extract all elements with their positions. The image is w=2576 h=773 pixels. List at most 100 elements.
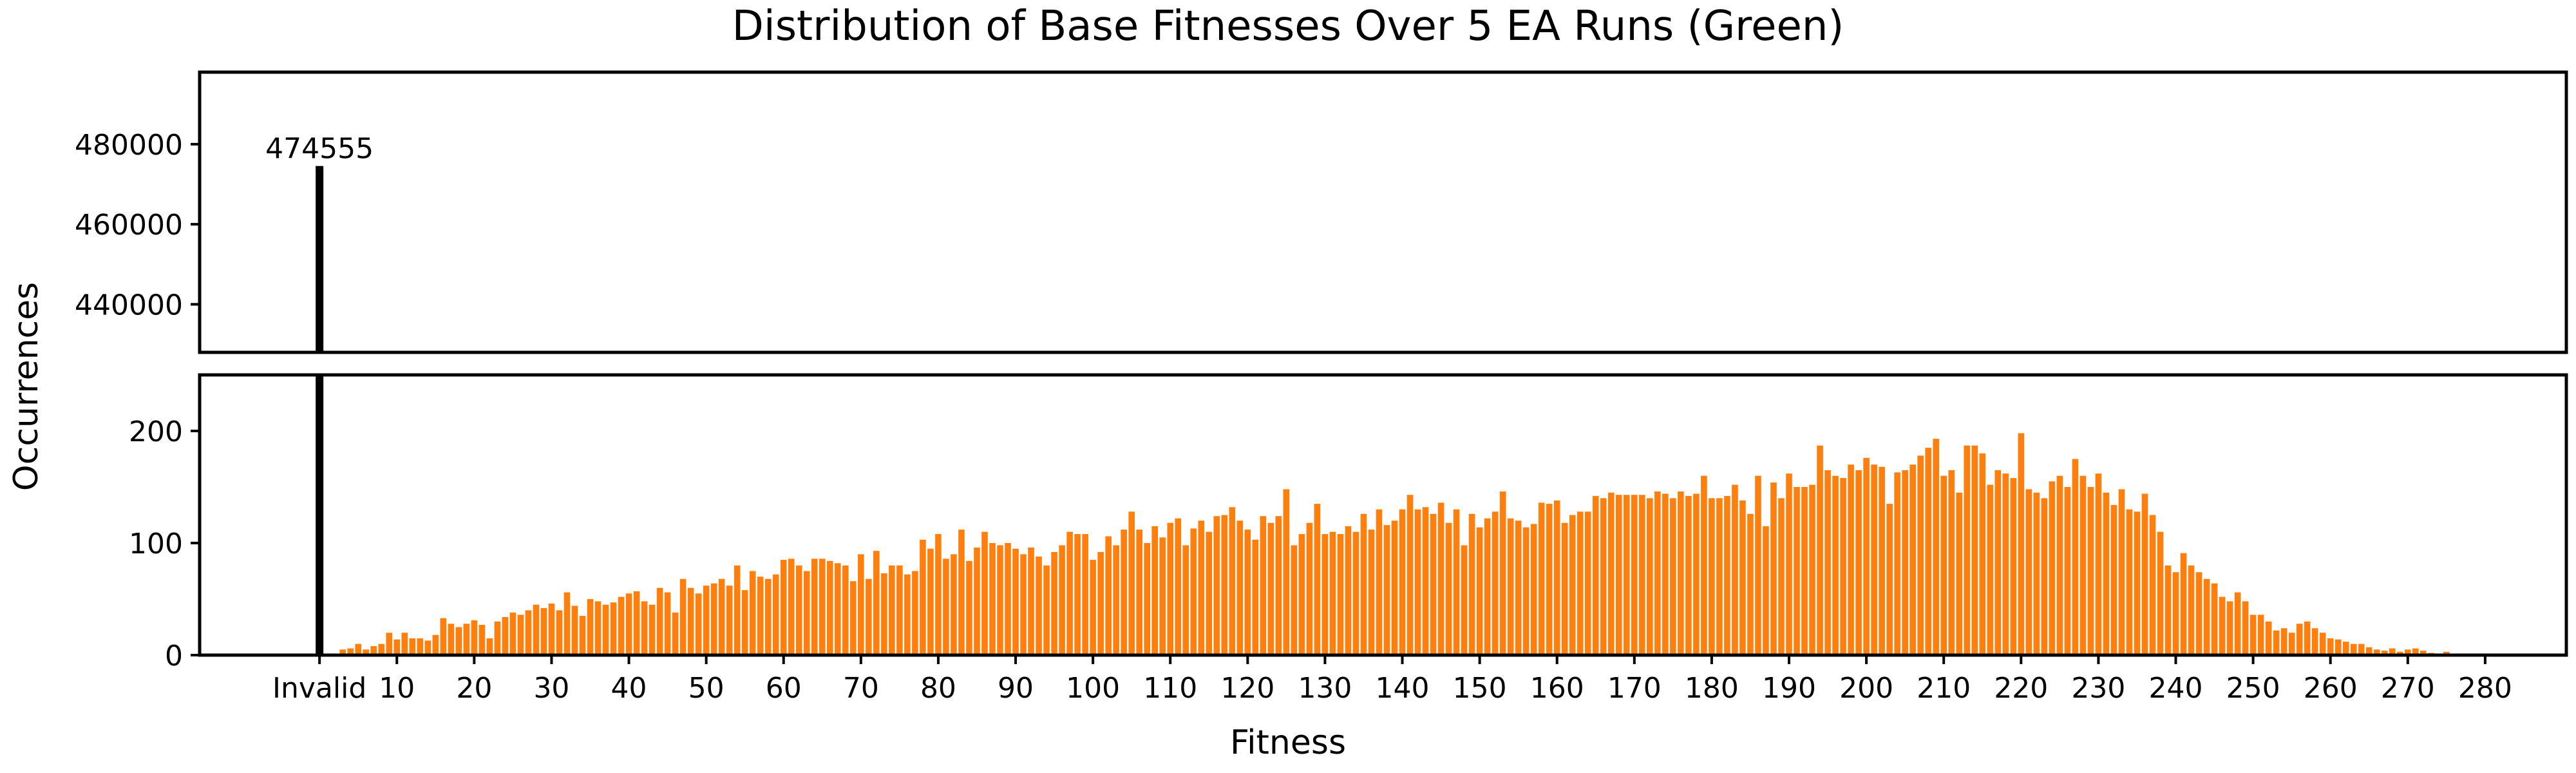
fitness-bar: [1437, 502, 1444, 655]
fitness-bar: [1685, 495, 1692, 655]
fitness-bar: [1167, 522, 1174, 655]
fitness-bar: [2172, 572, 2179, 655]
fitness-bar: [1507, 518, 1514, 655]
fitness-bar: [1624, 495, 1630, 655]
fitness-bar: [1925, 448, 1931, 655]
fitness-bar: [1229, 507, 1236, 655]
fitness-bar: [1337, 534, 1344, 655]
fitness-bar: [594, 601, 601, 655]
fitness-bar: [866, 578, 872, 655]
fitness-bar: [1484, 518, 1491, 655]
fitness-bar: [1786, 473, 1792, 655]
fitness-bar: [1569, 515, 1576, 655]
lower-panel: 0 100 200 Invalid 10 20 30 40 50 60 70 80 90 100 110 1…: [129, 373, 2568, 705]
x-tick-label: 200: [1839, 672, 1893, 705]
fitness-bar: [672, 612, 679, 655]
invalid-bar-data-label: 474555: [265, 133, 374, 166]
fitness-bar: [2095, 473, 2102, 655]
fitness-bar: [525, 610, 532, 655]
fitness-bar: [463, 624, 470, 655]
fitness-bar: [417, 638, 424, 655]
x-axis-label: Fitness: [1230, 723, 1346, 762]
fitness-bar: [1406, 495, 1414, 655]
fitness-bar: [649, 604, 656, 655]
fitness-bar: [1701, 475, 1707, 655]
fitness-bar: [2242, 601, 2249, 655]
fitness-bar: [981, 531, 988, 655]
fitness-bar: [2420, 651, 2427, 655]
fitness-bar: [533, 604, 540, 655]
fitness-bar: [1577, 511, 1584, 655]
fitness-bar: [1515, 520, 1522, 655]
fitness-bar: [602, 604, 609, 655]
fitness-bar: [1453, 509, 1460, 655]
fitness-bar: [1113, 545, 1119, 655]
fitness-bar: [780, 560, 787, 655]
fitness-bar: [1678, 491, 1684, 655]
fitness-bar: [363, 649, 370, 655]
fitness-bar: [2373, 649, 2380, 655]
fitness-bar: [424, 640, 431, 655]
fitness-bar: [625, 593, 632, 655]
fitness-bar: [1832, 475, 1839, 655]
fitness-bar: [1933, 439, 1940, 655]
fitness-bar: [1376, 509, 1383, 655]
fitness-bar: [509, 612, 516, 655]
fitness-bar: [1321, 534, 1329, 655]
x-tick-label: 260: [2304, 672, 2358, 705]
fitness-bar: [587, 599, 594, 655]
fitness-bar: [1005, 543, 1011, 655]
x-tick-label: 50: [688, 672, 724, 705]
fitness-bar: [966, 560, 972, 655]
fitness-bar: [1182, 545, 1189, 655]
fitness-bar: [486, 638, 493, 655]
fitness-bar: [1871, 464, 1877, 655]
fitness-bar: [1631, 495, 1638, 655]
fitness-bar: [842, 565, 849, 655]
fitness-bar: [2110, 504, 2117, 655]
fitness-bar: [1670, 498, 1676, 655]
fitness-bar: [440, 618, 447, 655]
fitness-bar: [2405, 649, 2411, 655]
fitness-bar: [1894, 472, 1900, 655]
fitness-bar: [2273, 630, 2280, 655]
fitness-bar: [2087, 487, 2094, 655]
fitness-bar: [378, 644, 385, 655]
fitness-bar: [1794, 487, 1800, 655]
fitness-bar: [2079, 475, 2087, 655]
fitness-bar: [997, 545, 1003, 655]
fitness-bar: [2126, 509, 2133, 655]
y-axis-label: Occurrences: [7, 282, 46, 491]
x-tick-label: 150: [1453, 672, 1507, 705]
fitness-bar: [757, 577, 764, 655]
fitness-bar: [2350, 644, 2357, 655]
fitness-bar: [1755, 475, 1761, 655]
fitness-bar: [1399, 509, 1406, 655]
x-tick-label: 20: [456, 672, 492, 705]
fitness-bar: [610, 602, 617, 655]
upper-frame: [198, 70, 2568, 354]
fitness-bar: [2018, 433, 2025, 655]
fitness-bar: [1948, 470, 1955, 655]
fitness-bar: [1391, 520, 1398, 655]
fitness-bar: [1128, 511, 1135, 655]
fitness-bar: [1732, 484, 1738, 655]
fitness-bar: [1252, 539, 1259, 655]
x-tick-label: 220: [1994, 672, 2048, 705]
fitness-bar: [2219, 596, 2226, 655]
fitness-bar: [1036, 556, 1042, 655]
fitness-bar: [734, 565, 741, 655]
x-ticks: Invalid 10 20 30 40 50 60 70 80 90 100 110 120 130 140…: [272, 655, 2512, 705]
fitness-bar: [1283, 489, 1290, 655]
x-tick-label: 270: [2381, 672, 2435, 705]
fitness-bar: [1607, 492, 1615, 655]
fitness-bar: [2164, 565, 2172, 655]
fitness-bar: [1298, 534, 1305, 655]
fitness-bar: [339, 649, 346, 655]
fitness-bar: [695, 593, 702, 655]
fitness-bar: [2041, 498, 2048, 655]
fitness-bar: [1987, 484, 1994, 655]
fitness-bar: [951, 554, 957, 655]
fitness-bar: [873, 551, 880, 655]
fitness-bar: [1809, 484, 1815, 655]
